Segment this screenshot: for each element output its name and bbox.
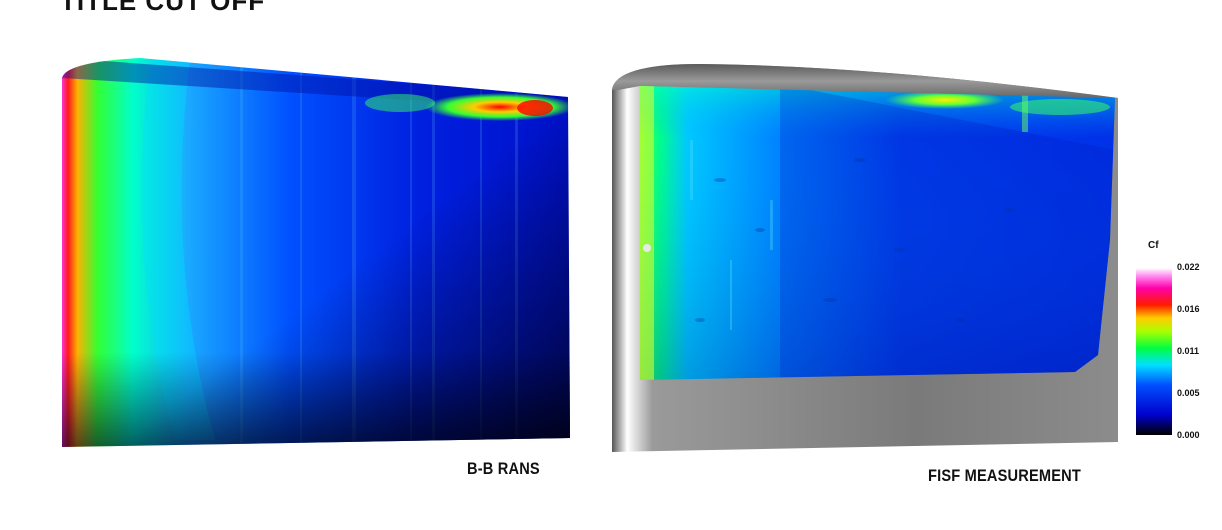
colorbar: [1136, 268, 1172, 435]
colorbar-tick-label: 0.016: [1177, 304, 1200, 314]
rans-surface: [62, 58, 570, 447]
colorbar-tick-label: 0.011: [1177, 346, 1200, 356]
header-fragment: TITLE CUT OFF: [60, 0, 266, 16]
colorbar-tick-label: 0.005: [1177, 388, 1200, 398]
rans-surface-detail: [62, 58, 570, 447]
rans-caption: B-B RANS: [467, 459, 540, 478]
colorbar-title: Cf: [1148, 240, 1159, 251]
fisf-marker-dot: [643, 244, 651, 252]
colorbar-tick-label: 0.022: [1177, 262, 1200, 272]
fisf-surface-detail: [640, 86, 1115, 380]
fisf-surface: [640, 86, 1115, 380]
colorbar-gradient: [1136, 268, 1172, 435]
fisf-caption: FISF MEASUREMENT: [928, 466, 1082, 485]
colorbar-tick-label: 0.000: [1177, 430, 1200, 440]
